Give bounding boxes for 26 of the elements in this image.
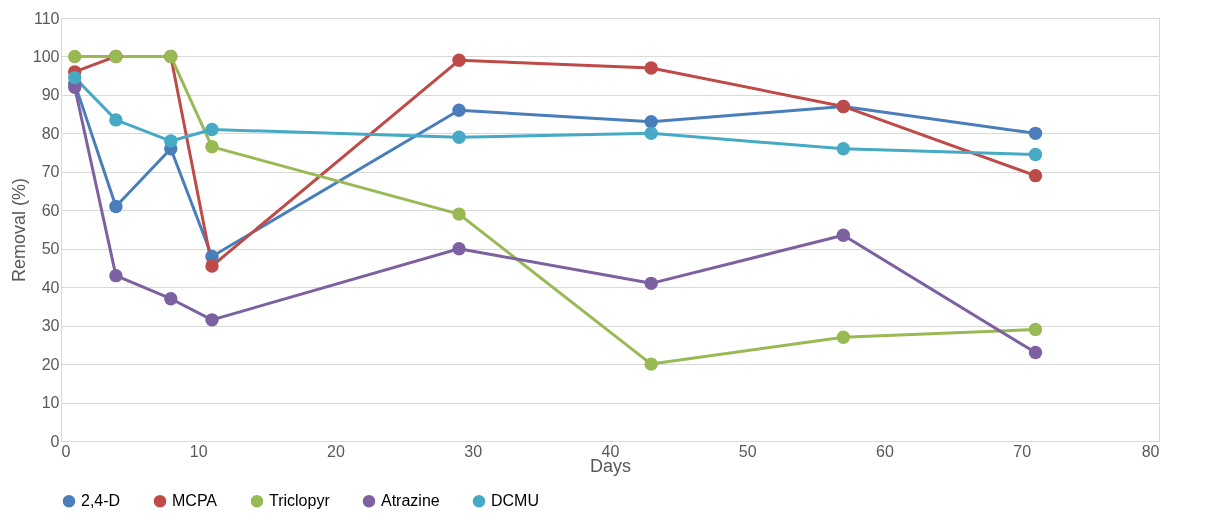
y-tick-label: 40 bbox=[41, 278, 60, 296]
x-tick-label: 40 bbox=[601, 442, 620, 460]
y-tick-label: 100 bbox=[32, 47, 60, 65]
y-tick-label: 60 bbox=[41, 201, 60, 219]
y-tick-label: 80 bbox=[41, 124, 60, 142]
x-tick-label: 20 bbox=[327, 442, 345, 460]
y-tick-label: 10 bbox=[41, 394, 60, 412]
y-tick-label: 20 bbox=[41, 355, 60, 373]
y-tick-label: 30 bbox=[41, 317, 60, 335]
x-tick-label: 10 bbox=[189, 442, 208, 460]
x-tick-label: 50 bbox=[738, 442, 757, 460]
legend-label: MCPA bbox=[172, 492, 218, 510]
y-tick-label: 70 bbox=[41, 163, 60, 181]
legend-label: DCMU bbox=[491, 492, 539, 510]
x-tick-label: 60 bbox=[876, 442, 894, 460]
y-tick-label: 110 bbox=[33, 9, 60, 27]
x-tick-label: 70 bbox=[1013, 442, 1032, 460]
y-tick-label: 90 bbox=[41, 86, 60, 104]
y-tick-label: 50 bbox=[41, 240, 60, 258]
legend-label: Triclopyr bbox=[269, 492, 331, 510]
x-tick-label: 80 bbox=[1141, 442, 1160, 460]
x-tick-label: 30 bbox=[464, 442, 483, 460]
legend-label: Atrazine bbox=[381, 492, 440, 510]
x-tick-label: 0 bbox=[61, 442, 71, 460]
legend-label: 2,4-D bbox=[81, 492, 121, 510]
y-axis-title: Removal (%) bbox=[8, 177, 29, 283]
